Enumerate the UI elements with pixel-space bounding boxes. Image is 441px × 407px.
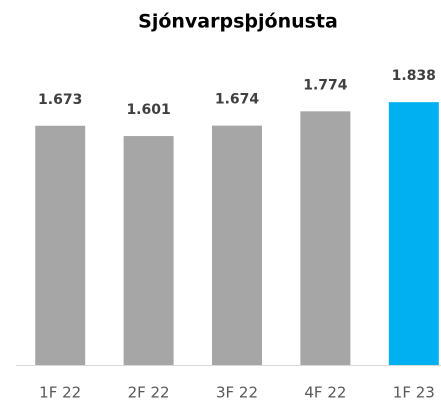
value-label: 1.838 xyxy=(392,68,436,84)
bar xyxy=(388,102,439,365)
bar xyxy=(123,136,174,365)
chart-title: Sjónvarpsþjónusta xyxy=(138,11,338,33)
x-tick-label: 3F 22 xyxy=(216,384,258,402)
bar xyxy=(212,125,262,365)
x-tick-label: 1F 22 xyxy=(39,384,81,402)
x-tick-label: 1F 23 xyxy=(393,384,435,402)
value-label: 1.673 xyxy=(38,92,82,108)
value-label: 1.774 xyxy=(303,77,348,93)
bar xyxy=(35,125,86,365)
value-label: 1.601 xyxy=(126,102,170,118)
value-label: 1.674 xyxy=(215,92,260,108)
x-tick-label: 2F 22 xyxy=(128,384,170,402)
bar xyxy=(300,111,351,366)
x-tick-label: 4F 22 xyxy=(304,384,346,402)
